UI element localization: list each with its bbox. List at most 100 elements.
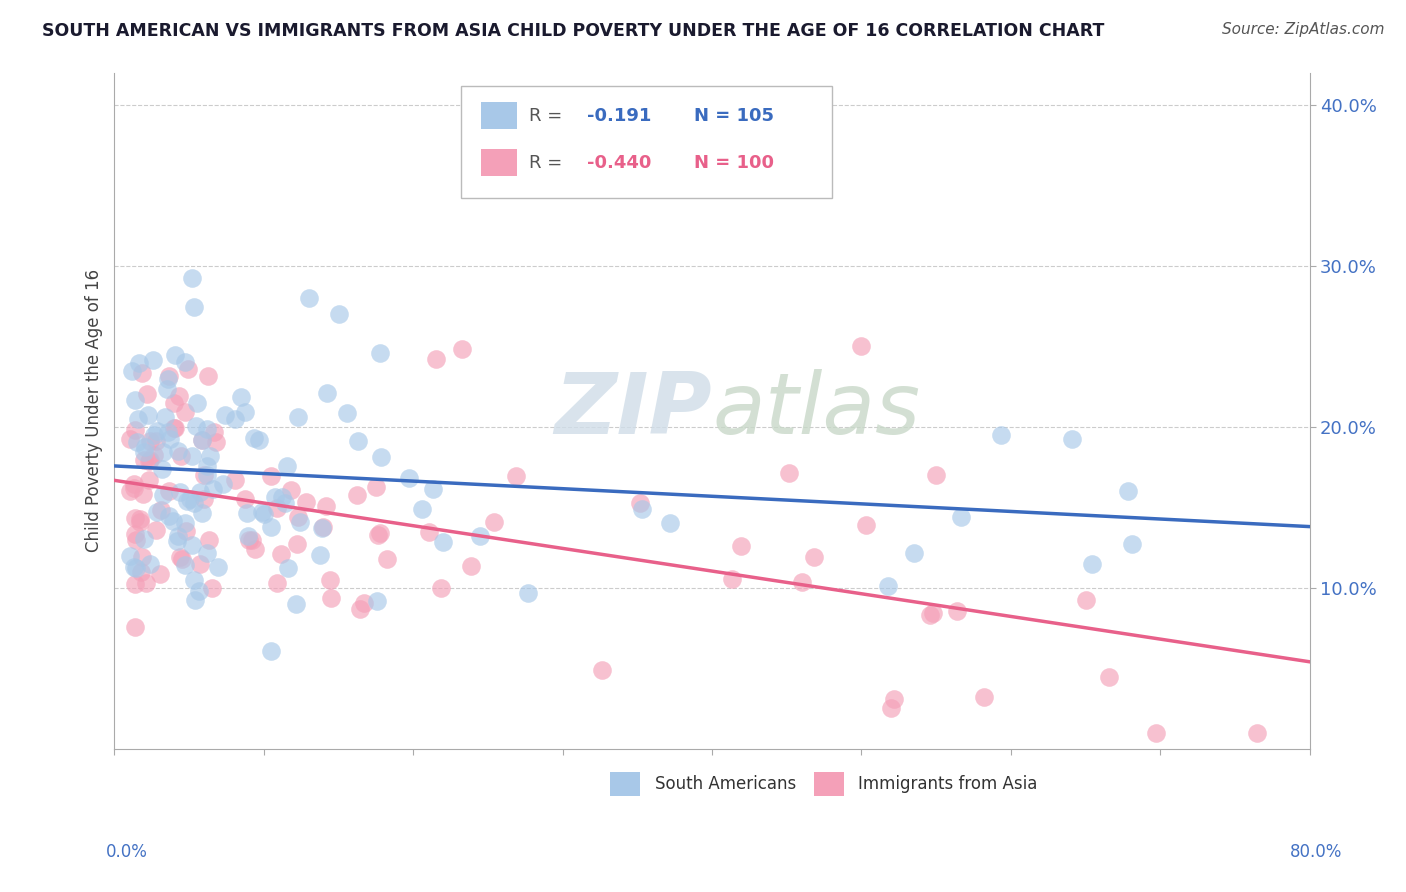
Point (134, 440, 156, 454)
Point (138, 434, 160, 448)
Point (124, 511, 146, 525)
Text: 80.0%: 80.0% (1291, 843, 1343, 861)
Point (197, 369, 219, 384)
Point (207, 560, 229, 574)
Point (142, 448, 165, 462)
Point (1246, 725, 1268, 739)
FancyBboxPatch shape (814, 772, 844, 796)
Point (803, 550, 825, 565)
Point (180, 449, 202, 463)
Point (367, 527, 389, 541)
Text: atlas: atlas (711, 369, 920, 452)
Point (721, 572, 744, 586)
Point (195, 545, 218, 559)
FancyBboxPatch shape (610, 772, 640, 796)
Point (138, 474, 160, 488)
Point (186, 418, 208, 433)
Point (118, 433, 141, 447)
Point (190, 557, 212, 571)
Point (778, 467, 800, 481)
Point (132, 453, 155, 467)
Point (159, 432, 181, 446)
Point (149, 503, 172, 517)
Point (138, 452, 160, 467)
Point (191, 434, 214, 448)
Point (183, 574, 205, 588)
Point (918, 607, 941, 622)
Point (411, 501, 433, 516)
Point (125, 561, 148, 575)
Point (176, 362, 198, 376)
Point (925, 468, 948, 483)
Point (124, 619, 146, 633)
Point (202, 425, 225, 439)
Point (328, 307, 350, 321)
Text: N = 105: N = 105 (695, 106, 775, 125)
Point (135, 575, 157, 590)
Point (398, 471, 420, 485)
Point (253, 508, 276, 522)
FancyBboxPatch shape (461, 87, 831, 198)
Point (122, 560, 145, 574)
Point (224, 411, 246, 425)
Point (184, 592, 207, 607)
Point (156, 425, 179, 439)
Point (319, 591, 342, 605)
Point (233, 491, 256, 506)
Point (167, 389, 190, 403)
Point (280, 483, 302, 498)
Text: Immigrants from Asia: Immigrants from Asia (858, 775, 1038, 793)
Point (149, 566, 172, 581)
Point (315, 499, 337, 513)
Point (425, 352, 447, 367)
Text: -0.191: -0.191 (586, 106, 651, 125)
Point (375, 552, 398, 566)
Point (166, 529, 188, 543)
Point (136, 409, 159, 423)
Text: R =: R = (529, 106, 562, 125)
Point (127, 434, 149, 449)
Point (263, 490, 285, 504)
Point (124, 481, 146, 495)
Point (370, 450, 392, 464)
Point (187, 583, 209, 598)
Point (129, 512, 152, 526)
Point (260, 469, 283, 483)
Point (186, 396, 208, 410)
Point (138, 454, 160, 468)
Point (125, 533, 148, 547)
Point (270, 547, 292, 561)
Point (238, 529, 260, 543)
Point (181, 270, 204, 285)
Point (311, 521, 333, 535)
Point (346, 434, 368, 448)
Point (124, 577, 146, 591)
Point (659, 516, 682, 530)
Point (152, 445, 174, 459)
Point (1116, 483, 1139, 498)
Point (157, 483, 180, 498)
Point (460, 559, 482, 574)
Point (132, 487, 155, 501)
FancyBboxPatch shape (481, 102, 517, 129)
Point (174, 354, 197, 368)
Point (353, 596, 375, 610)
Point (630, 502, 652, 516)
Point (949, 510, 972, 524)
Text: Source: ZipAtlas.com: Source: ZipAtlas.com (1222, 22, 1385, 37)
Point (349, 601, 371, 615)
Point (120, 483, 142, 498)
Point (146, 424, 169, 438)
Text: SOUTH AMERICAN VS IMMIGRANTS FROM ASIA CHILD POVERTY UNDER THE AGE OF 16 CORRELA: SOUTH AMERICAN VS IMMIGRANTS FROM ASIA C… (42, 22, 1105, 40)
Point (1062, 432, 1084, 446)
Point (450, 342, 472, 356)
Point (274, 496, 297, 510)
Point (418, 525, 440, 540)
Point (1076, 592, 1098, 607)
Point (129, 566, 152, 580)
Point (231, 390, 253, 404)
Point (136, 387, 159, 401)
Point (922, 606, 945, 620)
Point (188, 484, 211, 499)
Point (730, 539, 752, 553)
